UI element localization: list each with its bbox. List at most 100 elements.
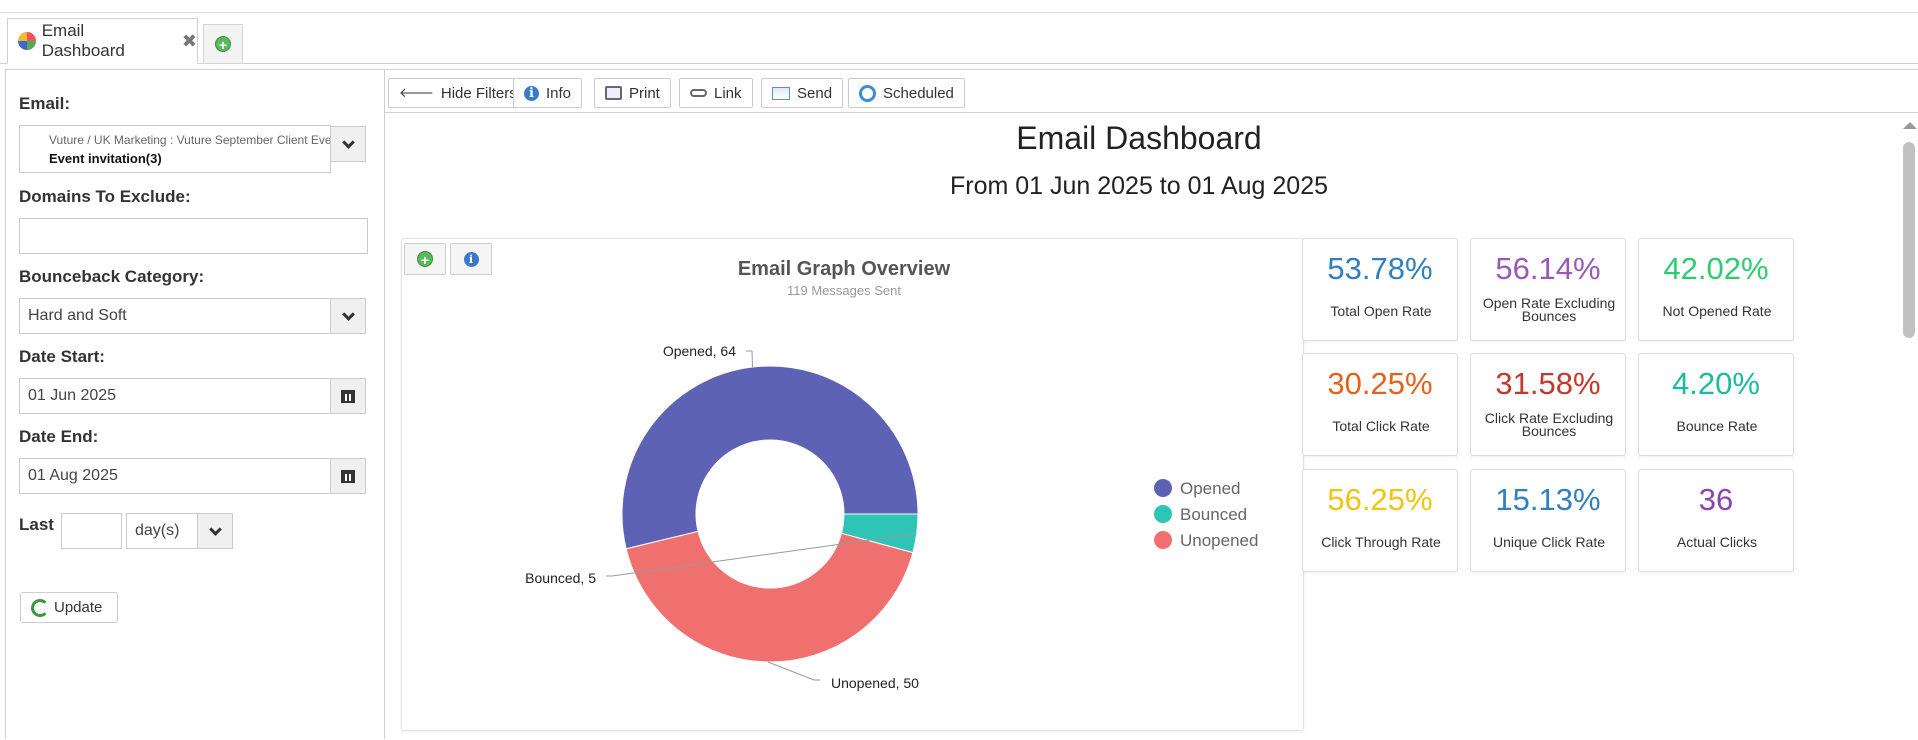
date-end-input[interactable]: 01 Aug 2025 (19, 458, 332, 494)
link-button[interactable]: Link (679, 78, 753, 108)
update-button[interactable]: Update (20, 592, 118, 623)
last-count-input[interactable] (61, 513, 122, 549)
stat-label: Unique Click Rate (1492, 534, 1606, 550)
last-unit-dropdown-button[interactable] (197, 513, 233, 549)
stat-value: 53.78% (1327, 251, 1433, 286)
date-end-label: Date End: (19, 427, 99, 446)
email-path: Vuture / UK Marketing : Vuture September… (49, 133, 331, 147)
stat-label: Bounce Rate (1676, 418, 1758, 434)
dashboard-content: Email Dashboard From 01 Jun 2025 to 01 A… (385, 114, 1900, 740)
stat-card: 31.58% Click Rate Excluding Bounces (1470, 353, 1626, 456)
chart-subtitle: 119 Messages Sent (787, 283, 901, 298)
data-label-connector (767, 661, 820, 681)
email-name: Event invitation(3) (49, 151, 162, 166)
filter-panel: Email: Vuture / UK Marketing : Vuture Se… (5, 69, 385, 739)
email-graph-chart: Email Graph Overview 119 Messages Sent Ope… (525, 258, 1258, 691)
scheduled-button[interactable]: Scheduled (848, 78, 965, 108)
close-icon[interactable]: ✖ (181, 30, 197, 51)
date-end-calendar-button[interactable] (330, 458, 366, 494)
clock-icon (859, 84, 876, 102)
stat-value: 36 (1698, 482, 1734, 517)
link-icon (690, 89, 707, 97)
stat-value: 56.25% (1327, 482, 1433, 517)
legend-item-opened: Opened (1180, 479, 1241, 498)
domains-label: Domains To Exclude: (19, 187, 191, 206)
stat-label: Open Rate Excluding Bounces (1482, 295, 1616, 324)
stat-value: 30.25% (1327, 366, 1433, 401)
plus-icon: + (417, 251, 433, 268)
chevron-down-icon (341, 135, 355, 149)
legend-marker (1154, 479, 1172, 497)
last-unit-select[interactable]: day(s) (126, 513, 198, 549)
stat-card: 30.25% Total Click Rate (1302, 353, 1458, 456)
arrow-left-icon: 🡐 (399, 85, 434, 100)
hide-filters-label: Hide Filters (440, 84, 517, 102)
domains-input[interactable] (19, 218, 368, 254)
toolbar: 🡐 Hide Filters i Info Print Link Send Sc… (385, 70, 1918, 113)
donut-slice-unopened (625, 530, 914, 663)
stat-label: Total Click Rate (1332, 418, 1430, 434)
date-start-input[interactable]: 01 Jun 2025 (19, 378, 332, 414)
legend-item-bounced: Bounced (1180, 505, 1247, 524)
top-divider (0, 12, 1918, 13)
legend-item-unopened: Unopened (1180, 531, 1258, 550)
stat-card: 15.13% Unique Click Rate (1470, 469, 1626, 572)
dashboard-title: Email Dashboard (1016, 120, 1262, 156)
dashboard-panel: 🡐 Hide Filters i Info Print Link Send Sc… (385, 69, 1918, 739)
email-dropdown-button[interactable] (330, 126, 366, 162)
email-select[interactable]: Vuture / UK Marketing : Vuture September… (19, 125, 331, 173)
legend-marker (1154, 505, 1172, 523)
info-label: Info (546, 84, 572, 102)
data-label-connector (746, 350, 753, 368)
chart-icon (18, 32, 36, 50)
stat-value: 15.13% (1495, 482, 1601, 517)
data-label: Unopened, 50 (831, 675, 919, 691)
info-icon: i (524, 85, 539, 101)
stat-value: 56.14% (1495, 251, 1601, 286)
calendar-icon (341, 469, 355, 483)
tab-strip: Email Dashboard ✖ + (0, 18, 1918, 64)
stat-label: Click Rate Excluding Bounces (1484, 410, 1614, 439)
expand-chart-button[interactable]: + (404, 243, 446, 275)
stat-label: Not Opened Rate (1662, 303, 1772, 319)
stat-card: 56.25% Click Through Rate (1302, 469, 1458, 572)
email-label: Email: (19, 94, 71, 113)
bounceback-label: Bounceback Category: (19, 267, 205, 286)
chart-info-button[interactable]: i (450, 243, 492, 275)
info-icon: i (463, 251, 479, 267)
stat-card: 36 Actual Clicks (1638, 469, 1794, 572)
stat-value: 42.02% (1663, 251, 1769, 286)
stat-card: 42.02% Not Opened Rate (1638, 238, 1794, 341)
chevron-down-icon (208, 522, 222, 536)
stat-label: Actual Clicks (1676, 534, 1758, 550)
bounceback-select[interactable]: Hard and Soft (19, 298, 332, 334)
scroll-thumb[interactable] (1903, 142, 1915, 338)
scroll-up-arrow[interactable] (1902, 122, 1917, 129)
tab-label: Email Dashboard (41, 21, 125, 60)
stat-card: 4.20% Bounce Rate (1638, 353, 1794, 456)
vertical-scrollbar[interactable] (1901, 120, 1918, 740)
bounceback-dropdown-button[interactable] (330, 298, 366, 334)
link-label: Link (714, 84, 742, 102)
send-button[interactable]: Send (761, 78, 844, 108)
chart-title: Email Graph Overview (738, 258, 951, 280)
date-start-calendar-button[interactable] (330, 378, 366, 414)
legend-marker (1154, 531, 1172, 549)
new-tab-button[interactable]: + (203, 24, 243, 64)
last-label: Last (19, 515, 54, 534)
envelope-icon (772, 86, 790, 100)
hide-filters-button[interactable]: 🡐 Hide Filters (388, 78, 528, 108)
stat-value: 31.58% (1495, 366, 1601, 401)
stat-card: 53.78% Total Open Rate (1302, 238, 1458, 341)
info-button[interactable]: i Info (513, 78, 583, 108)
print-button[interactable]: Print (594, 78, 671, 108)
data-label: Bounced, 5 (525, 570, 596, 586)
calendar-icon (341, 389, 355, 403)
donut-slice-opened (621, 365, 919, 550)
tab-email-dashboard[interactable]: Email Dashboard ✖ (7, 18, 198, 64)
data-label: Opened, 64 (663, 343, 736, 359)
date-start-label: Date Start: (19, 347, 105, 366)
scheduled-label: Scheduled (883, 84, 954, 102)
dashboard-date-range: From 01 Jun 2025 to 01 Aug 2025 (949, 172, 1329, 200)
update-label: Update (54, 599, 103, 616)
